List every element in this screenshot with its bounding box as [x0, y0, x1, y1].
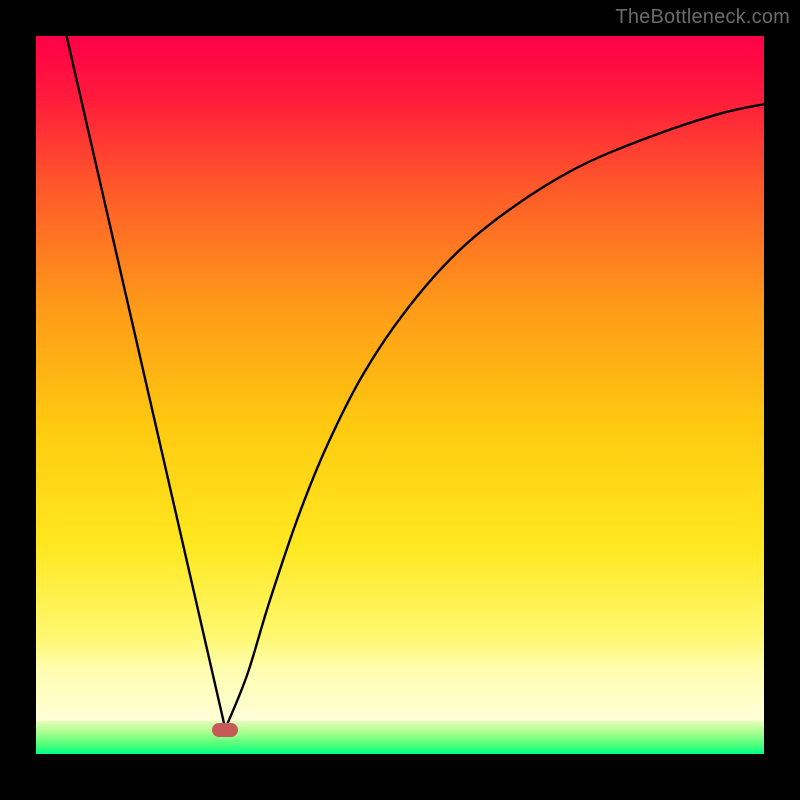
optimum-marker — [212, 723, 238, 737]
chart-frame: TheBottleneck.com — [0, 0, 800, 800]
curve-svg — [36, 36, 764, 754]
curve-right-branch — [225, 104, 764, 729]
watermark-text: TheBottleneck.com — [615, 6, 790, 29]
plot-area — [36, 36, 764, 754]
curve-left-branch — [67, 36, 226, 729]
